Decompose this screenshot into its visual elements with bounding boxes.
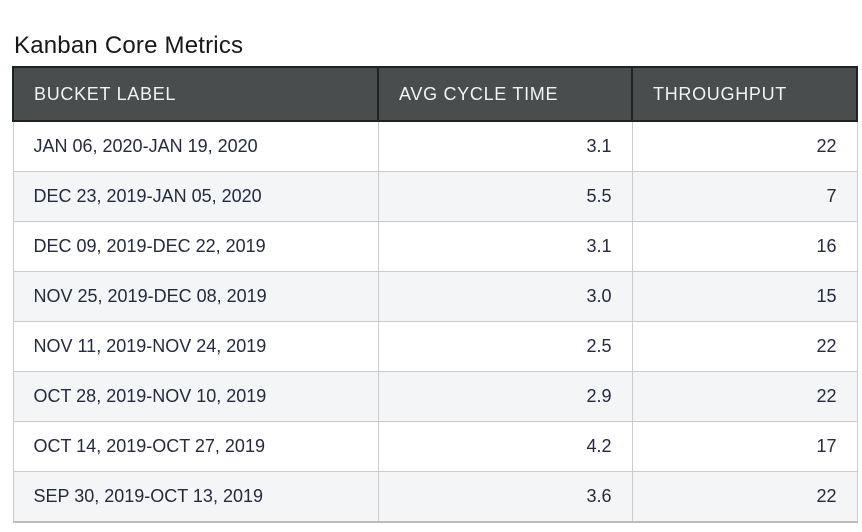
throughput-cell: 7 (631, 171, 858, 222)
bucket-label-cell: NOV 25, 2019-DEC 08, 2019 (12, 271, 379, 322)
bucket-label-cell: JAN 06, 2020-JAN 19, 2020 (12, 120, 379, 172)
table-row: SEP 30, 2019-OCT 13, 2019 3.6 22 (12, 471, 858, 523)
table-row: DEC 23, 2019-JAN 05, 2020 5.5 7 (12, 171, 858, 222)
throughput-cell: 22 (631, 321, 858, 372)
avg-cycle-time-cell: 2.9 (377, 371, 633, 422)
throughput-cell: 22 (631, 371, 858, 422)
page-title: Kanban Core Metrics (14, 32, 244, 60)
throughput-cell: 22 (631, 471, 858, 523)
avg-cycle-time-cell: 3.1 (377, 120, 633, 172)
bucket-label-cell: NOV 11, 2019-NOV 24, 2019 (12, 321, 379, 372)
avg-cycle-time-cell: 4.2 (377, 421, 633, 472)
column-header-avg-cycle-time[interactable]: AVG CYCLE TIME (377, 66, 633, 122)
table-row: OCT 28, 2019-NOV 10, 2019 2.9 22 (12, 371, 858, 422)
table-row: DEC 09, 2019-DEC 22, 2019 3.1 16 (12, 221, 858, 272)
bucket-label-cell: DEC 09, 2019-DEC 22, 2019 (12, 221, 379, 272)
throughput-cell: 22 (631, 120, 858, 172)
avg-cycle-time-cell: 3.6 (377, 471, 633, 523)
avg-cycle-time-cell: 3.1 (377, 221, 633, 272)
table-row: JAN 06, 2020-JAN 19, 2020 3.1 22 (12, 120, 858, 172)
throughput-cell: 17 (631, 421, 858, 472)
throughput-cell: 15 (631, 271, 858, 322)
table-row: NOV 11, 2019-NOV 24, 2019 2.5 22 (12, 321, 858, 372)
column-header-throughput[interactable]: THROUGHPUT (631, 66, 858, 122)
table-row: OCT 14, 2019-OCT 27, 2019 4.2 17 (12, 421, 858, 472)
avg-cycle-time-cell: 3.0 (377, 271, 633, 322)
bucket-label-cell: SEP 30, 2019-OCT 13, 2019 (12, 471, 379, 523)
avg-cycle-time-cell: 2.5 (377, 321, 633, 372)
header-row: BUCKET LABEL AVG CYCLE TIME THROUGHPUT (12, 66, 858, 122)
bucket-label-cell: DEC 23, 2019-JAN 05, 2020 (12, 171, 379, 222)
avg-cycle-time-cell: 5.5 (377, 171, 633, 222)
table-header: BUCKET LABEL AVG CYCLE TIME THROUGHPUT (12, 66, 858, 122)
bucket-label-cell: OCT 14, 2019-OCT 27, 2019 (12, 421, 379, 472)
table-body: JAN 06, 2020-JAN 19, 2020 3.1 22 DEC 23,… (12, 120, 858, 523)
throughput-cell: 16 (631, 221, 858, 272)
metrics-table: BUCKET LABEL AVG CYCLE TIME THROUGHPUT J… (12, 66, 858, 523)
column-header-bucket-label[interactable]: BUCKET LABEL (12, 66, 379, 122)
table-row: NOV 25, 2019-DEC 08, 2019 3.0 15 (12, 271, 858, 322)
bucket-label-cell: OCT 28, 2019-NOV 10, 2019 (12, 371, 379, 422)
